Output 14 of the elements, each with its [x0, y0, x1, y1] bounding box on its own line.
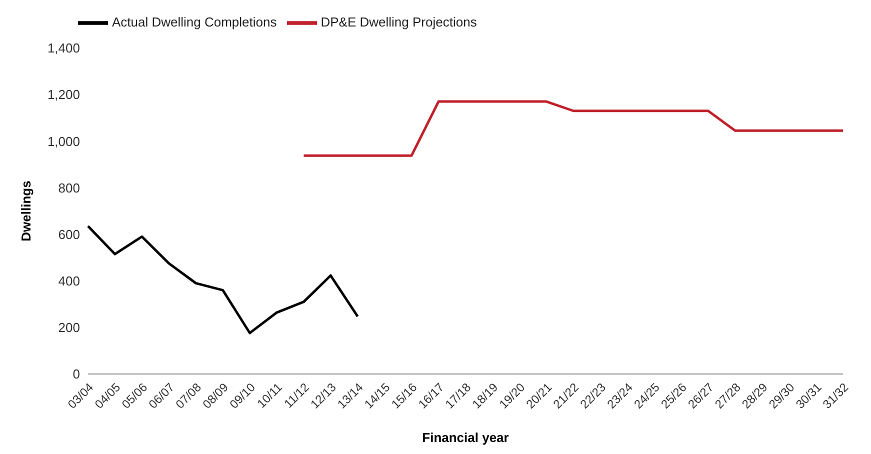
legend-label: DP&E Dwelling Projections — [320, 14, 477, 30]
y-tick-label: 600 — [58, 226, 80, 242]
y-tick-label: 1,400 — [47, 40, 80, 56]
line-series — [302, 100, 844, 157]
y-tick-label: 1,200 — [47, 87, 80, 102]
y-tick-label: 0 — [72, 366, 80, 382]
x-axis-title: Financial year — [422, 430, 509, 445]
y-tick-label: 400 — [58, 273, 80, 288]
y-tick-label: 1,000 — [47, 134, 80, 149]
line-series — [86, 224, 359, 334]
y-tick-label: 800 — [58, 180, 80, 196]
legend-label: Actual Dwelling Completions — [112, 14, 277, 30]
y-tick-label: 200 — [58, 320, 80, 336]
y-axis-title: Dwellings — [18, 180, 34, 242]
